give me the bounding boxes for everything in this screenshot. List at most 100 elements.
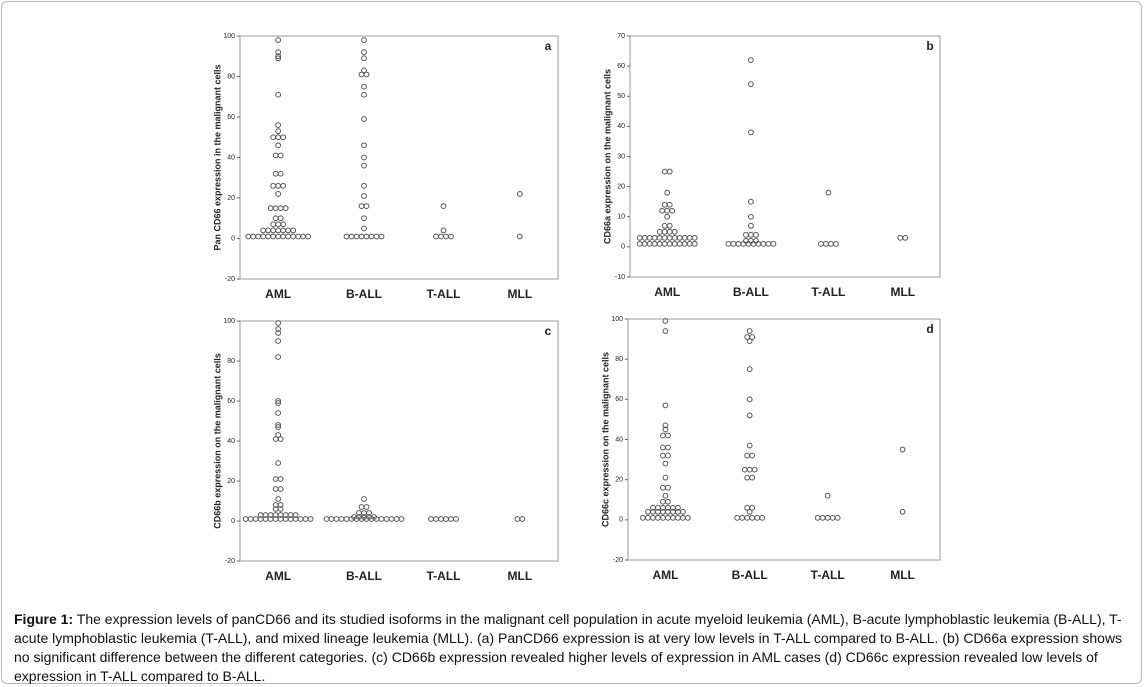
data-point [275, 422, 282, 428]
data-point [666, 222, 673, 229]
y-tick-label: 80 [227, 358, 235, 365]
data-point [741, 466, 748, 473]
data-point [277, 205, 284, 212]
data-point [275, 37, 282, 43]
data-point [829, 514, 836, 521]
data-point [363, 504, 370, 510]
data-point [285, 233, 292, 240]
data-point [662, 422, 669, 429]
data-point [680, 514, 686, 521]
data-point [280, 233, 287, 240]
data-point [275, 460, 282, 466]
data-point [393, 516, 400, 522]
data-point [665, 498, 671, 505]
x-tick-label: AML [652, 568, 678, 582]
plot-area [239, 35, 559, 280]
data-point [744, 514, 751, 521]
data-point [660, 498, 666, 505]
data-point [295, 233, 302, 240]
data-point [277, 486, 284, 492]
data-point [265, 227, 272, 234]
data-point [361, 91, 367, 98]
data-point [275, 134, 282, 141]
x-tick-label: B-ALL [732, 568, 768, 582]
data-point [398, 516, 405, 522]
data-point [358, 504, 365, 510]
y-tick-label: 0 [619, 517, 623, 524]
caption-label: Figure 1: [14, 611, 74, 627]
data-point [277, 436, 284, 442]
y-tick-label: 20 [227, 195, 235, 202]
data-point [388, 516, 395, 522]
data-point [270, 233, 277, 240]
data-point [744, 334, 751, 340]
data-point [443, 233, 449, 240]
y-tick-label: 0 [621, 244, 625, 251]
data-point [275, 424, 282, 430]
data-point [275, 227, 282, 234]
data-point [666, 228, 673, 235]
data-point [748, 57, 754, 63]
data-point [743, 231, 749, 238]
y-axis-label: CD66c expression on the malignant cells [600, 352, 610, 527]
data-point [670, 514, 676, 521]
data-point [735, 240, 742, 247]
data-point [664, 189, 671, 196]
data-point [645, 514, 651, 521]
data-point [754, 514, 761, 521]
data-point [275, 49, 282, 56]
panel-label: b [926, 39, 933, 53]
x-tick-label: T-ALL [427, 569, 461, 583]
data-point [671, 228, 678, 235]
y-axis-label: CD66b expression on the malignant cells [212, 353, 222, 529]
y-tick-label: -20 [225, 276, 235, 283]
data-point [361, 49, 367, 56]
x-tick-label: MLL [890, 285, 915, 299]
data-point [646, 234, 653, 241]
data-point [902, 234, 909, 241]
data-point [358, 233, 365, 240]
data-point [275, 142, 282, 149]
data-point [662, 426, 669, 433]
data-point [366, 510, 372, 516]
data-point [825, 189, 832, 196]
data-point [361, 116, 367, 122]
data-point [277, 506, 284, 512]
data-point [277, 170, 284, 177]
data-point [734, 514, 741, 521]
data-point [748, 231, 754, 238]
data-point [739, 514, 746, 521]
panel-label: a [545, 39, 552, 53]
plot-area [239, 320, 559, 562]
data-point [368, 233, 375, 240]
data-point [746, 508, 753, 515]
y-tick-label: -10 [615, 274, 625, 281]
data-point [275, 55, 282, 62]
data-point [270, 227, 277, 234]
data-point [661, 240, 668, 247]
data-point [656, 240, 663, 247]
data-point [681, 240, 688, 247]
data-point [746, 442, 753, 449]
data-point [275, 221, 282, 228]
data-point [746, 396, 753, 403]
data-point [358, 203, 365, 210]
data-point [302, 516, 309, 522]
data-point [333, 516, 340, 522]
y-tick-label: 50 [617, 93, 625, 100]
data-point [361, 496, 367, 502]
data-point [824, 492, 831, 499]
data-point [260, 227, 267, 234]
data-point [343, 233, 350, 240]
x-tick-label: T-ALL [427, 287, 461, 301]
data-point [819, 514, 826, 521]
x-tick-label: MLL [508, 287, 533, 301]
x-tick-label: T-ALL [811, 568, 845, 582]
data-point [749, 452, 756, 459]
data-point [691, 234, 698, 241]
data-point [666, 240, 673, 247]
data-point [746, 366, 753, 373]
data-point [661, 168, 668, 175]
data-point [651, 240, 658, 247]
data-point [661, 222, 668, 229]
